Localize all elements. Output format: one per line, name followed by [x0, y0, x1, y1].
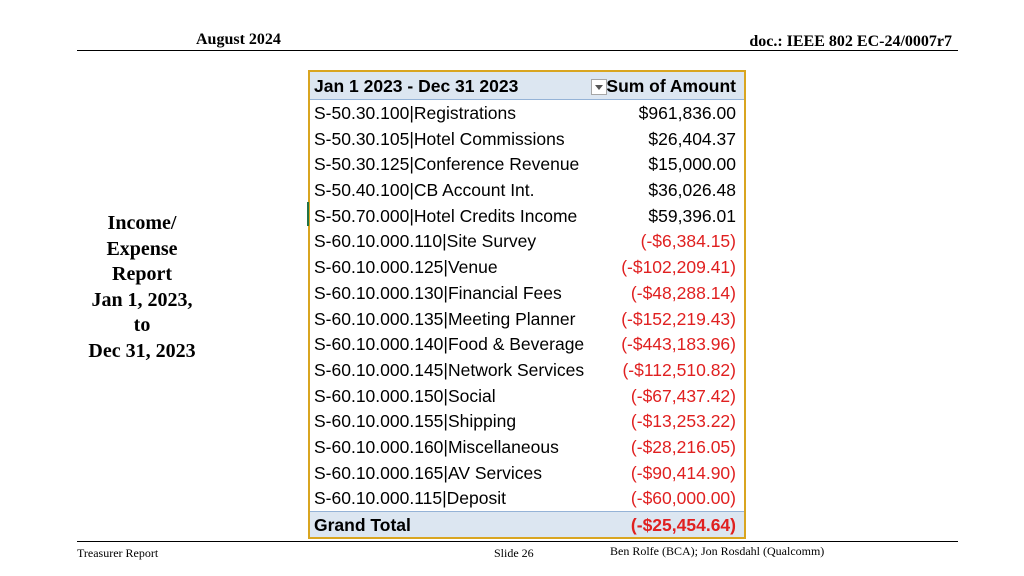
- row-label: S-50.30.125|Conference Revenue: [314, 154, 580, 175]
- table-row[interactable]: S-60.10.000.115|Deposit (-$60,000.00): [310, 485, 744, 511]
- title-line: Income/: [107, 212, 177, 234]
- row-label: S-60.10.000.110|Site Survey: [314, 231, 537, 252]
- slide-title: Income/ Expense Report Jan 1, 2023, to D…: [70, 211, 214, 365]
- row-amount: $59,396.01: [648, 205, 736, 226]
- table-row[interactable]: S-50.70.000|Hotel Credits Income $59,396.…: [310, 203, 744, 229]
- row-amount: (-$28,216.05): [630, 436, 736, 457]
- row-label: S-60.10.000.145|Network Services: [314, 359, 585, 380]
- pivot-rows: S-50.30.100|Registrations $961,836.00 S-50…: [310, 100, 744, 511]
- row-amount: (-$443,183.96): [621, 334, 736, 355]
- row-amount: (-$112,510.82): [622, 359, 736, 380]
- grand-total-label: Grand Total: [314, 515, 411, 535]
- row-amount: (-$13,253.22): [630, 411, 736, 432]
- table-row[interactable]: S-50.30.105|Hotel Commissions $26,404.37: [310, 126, 744, 152]
- header-doc-id: doc.: IEEE 802 EC-24/0007r7: [749, 33, 952, 50]
- table-row[interactable]: S-60.10.000.110|Site Survey (-$6,384.15): [310, 228, 744, 254]
- row-label: S-60.10.000.165|AV Services: [314, 462, 542, 483]
- table-row[interactable]: S-60.10.000.135|Meeting Planner (-$152,21…: [310, 306, 744, 332]
- table-row[interactable]: S-60.10.000.125|Venue (-$102,209.41): [310, 254, 744, 280]
- table-row[interactable]: S-60.10.000.160|Miscellaneous (-$28,216.0…: [310, 434, 744, 460]
- row-amount: (-$67,437.42): [630, 385, 736, 406]
- header-date: August 2024: [196, 31, 281, 48]
- table-row[interactable]: S-60.10.000.150|Social (-$67,437.42): [310, 383, 744, 409]
- row-amount: (-$152,219.43): [621, 308, 736, 329]
- table-row[interactable]: S-60.10.000.165|AV Services (-$90,414.90): [310, 460, 744, 486]
- filter-dropdown-icon[interactable]: [591, 79, 607, 95]
- title-line: Expense: [106, 237, 178, 260]
- row-amount: $36,026.48: [648, 180, 736, 201]
- table-row[interactable]: S-50.30.100|Registrations $961,836.00: [310, 100, 744, 126]
- table-row[interactable]: S-60.10.000.140|Food & Beverage (-$443,18…: [310, 331, 744, 357]
- row-amount: $26,404.37: [648, 128, 736, 149]
- row-label: S-60.10.000.115|Deposit: [314, 488, 506, 509]
- row-label: S-60.10.000.160|Miscellaneous: [314, 436, 559, 457]
- row-label: S-50.30.105|Hotel Commissions: [314, 128, 565, 149]
- pivot-table: Jan 1 2023 - Dec 31 2023 Sum of Amount S…: [308, 70, 746, 539]
- row-amount: (-$6,384.15): [640, 231, 736, 252]
- row-amount: (-$102,209.41): [621, 257, 736, 278]
- row-amount: $15,000.00: [648, 154, 736, 175]
- row-label: S-50.30.100|Registrations: [314, 103, 517, 123]
- table-row[interactable]: S-50.30.125|Conference Revenue $15,000.00: [310, 151, 744, 177]
- slide-number: Slide 26: [494, 546, 534, 560]
- table-row[interactable]: S-60.10.000.130|Financial Fees (-$48,288.…: [310, 280, 744, 306]
- header-divider: [77, 50, 958, 51]
- table-row[interactable]: S-60.10.000.145|Network Services (-$112,5…: [310, 357, 744, 383]
- title-line: Jan 1, 2023,: [91, 288, 193, 311]
- pivot-header-row: Jan 1 2023 - Dec 31 2023 Sum of Amount: [310, 72, 744, 100]
- footer-authors: Ben Rolfe (BCA); Jon Rosdahl (Qualcomm): [610, 544, 825, 558]
- grand-total-amount: (-$25,454.64): [630, 515, 736, 535]
- row-label: S-50.40.100|CB Account Int.: [314, 180, 535, 201]
- row-amount: (-$48,288.14): [630, 282, 736, 303]
- row-label-header: Jan 1 2023 - Dec 31 2023: [314, 76, 519, 96]
- title-line: Report: [112, 263, 172, 286]
- value-header: Sum of Amount: [606, 76, 736, 96]
- row-label: S-60.10.000.155|Shipping: [314, 411, 517, 432]
- row-amount: $961,836.00: [638, 103, 736, 123]
- title-line: Dec 31, 2023: [88, 339, 196, 362]
- row-amount: (-$90,414.90): [630, 462, 736, 483]
- title-line: to: [133, 314, 151, 337]
- footer-left: Treasurer Report: [77, 546, 159, 560]
- table-row[interactable]: S-60.10.000.155|Shipping (-$13,253.22): [310, 408, 744, 434]
- table-row[interactable]: S-50.40.100|CB Account Int. $36,026.48: [310, 177, 744, 203]
- row-amount: (-$60,000.00): [630, 488, 736, 509]
- row-label: S-60.10.000.140|Food & Beverage: [314, 334, 585, 355]
- row-label: S-50.70.000|Hotel Credits Income: [314, 205, 578, 226]
- cell-cursor: [307, 202, 309, 226]
- row-label: S-60.10.000.125|Venue: [314, 257, 498, 278]
- footer-divider: [77, 541, 958, 542]
- row-label: S-60.10.000.130|Financial Fees: [314, 282, 562, 303]
- row-label: S-60.10.000.135|Meeting Planner: [314, 308, 576, 329]
- row-label: S-60.10.000.150|Social: [314, 385, 496, 406]
- grand-total-row: Grand Total (-$25,454.64): [310, 511, 744, 537]
